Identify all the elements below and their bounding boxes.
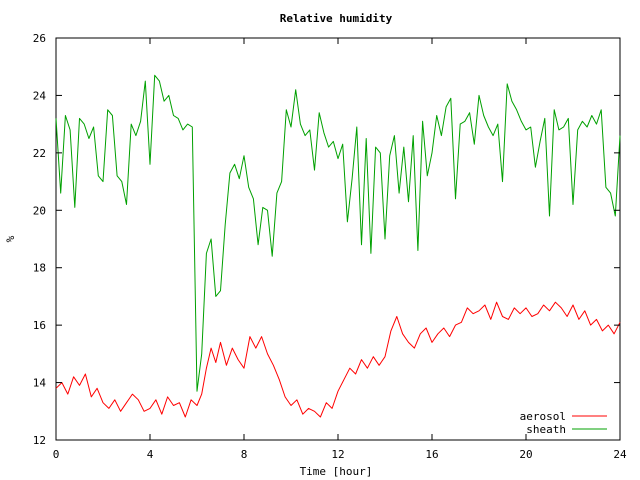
series-line-sheath bbox=[55, 74, 621, 392]
y-tick-label: 26 bbox=[33, 32, 46, 45]
y-tick-label: 14 bbox=[33, 377, 47, 390]
x-axis: 0 4 8 12 16 20 24 bbox=[53, 38, 627, 461]
x-tick-label: 16 bbox=[425, 448, 438, 461]
x-tick-label: 0 bbox=[53, 448, 60, 461]
y-tick-label: 20 bbox=[33, 204, 46, 217]
x-tick-label: 12 bbox=[331, 448, 344, 461]
y-axis-label: % bbox=[4, 235, 17, 242]
series-layer bbox=[55, 74, 621, 418]
legend-label-aerosol: aerosol bbox=[520, 410, 566, 423]
x-axis-label: Time [hour] bbox=[300, 465, 373, 478]
y-tick-label: 12 bbox=[33, 434, 46, 447]
y-tick-label: 24 bbox=[33, 89, 47, 102]
x-tick-label: 4 bbox=[147, 448, 154, 461]
x-tick-label: 20 bbox=[519, 448, 532, 461]
y-tick-label: 18 bbox=[33, 262, 46, 275]
legend-label-sheath: sheath bbox=[526, 423, 566, 436]
y-tick-label: 22 bbox=[33, 147, 46, 160]
x-tick-label: 24 bbox=[613, 448, 627, 461]
x-tick-label: 8 bbox=[241, 448, 248, 461]
y-tick-label: 16 bbox=[33, 319, 46, 332]
plot-area bbox=[55, 37, 621, 441]
plot-frame bbox=[55, 37, 621, 441]
chart-title: Relative humidity bbox=[280, 12, 393, 25]
series-line-aerosol bbox=[55, 301, 621, 418]
y-axis: 12 14 16 18 20 22 24 26 bbox=[33, 32, 620, 447]
